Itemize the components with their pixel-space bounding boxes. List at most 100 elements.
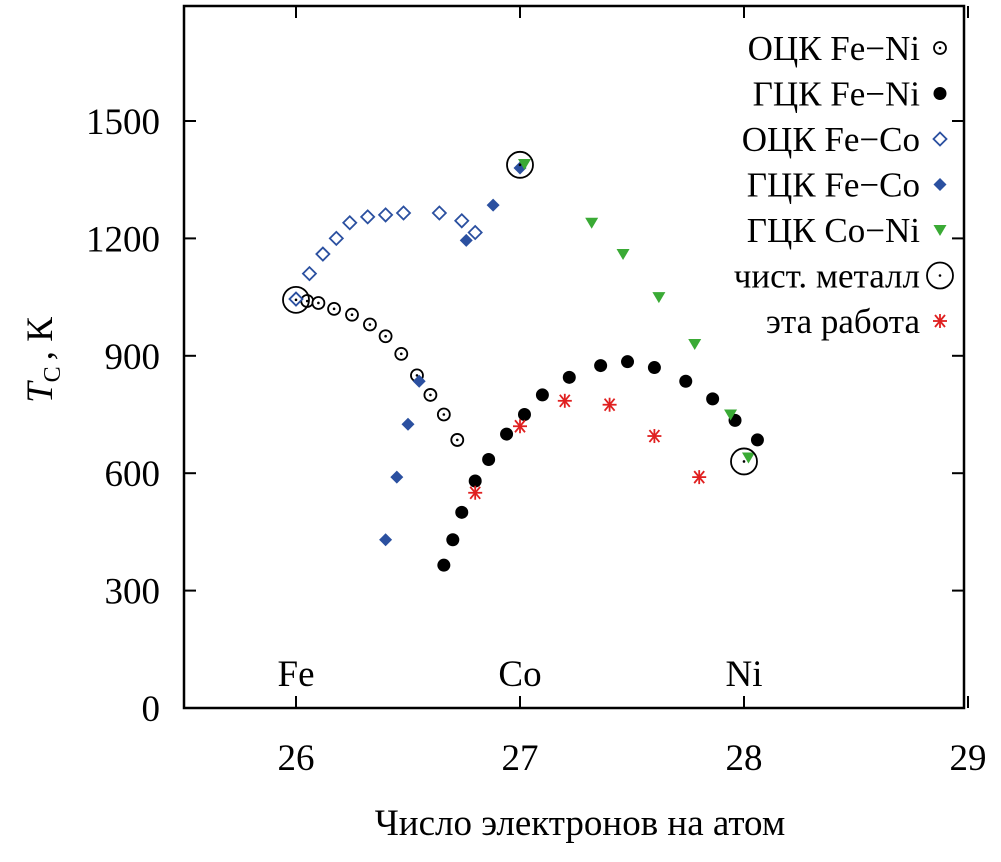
data-point: [301, 265, 318, 282]
data-point: [459, 233, 473, 247]
x-tick-label: 27: [502, 738, 539, 779]
data-point: [750, 433, 764, 447]
legend-label: ГЦК Fe−Ni: [753, 75, 921, 114]
y-axis-title-subscript: C: [40, 366, 66, 382]
element-label: Ni: [726, 654, 763, 695]
data-point: [345, 307, 359, 322]
data-point: [431, 205, 448, 221]
data-point: [562, 370, 576, 384]
element-labels: Fe Co Ni: [278, 654, 763, 695]
element-label: Fe: [278, 654, 315, 695]
data-point: [363, 317, 377, 332]
data-point: [647, 361, 661, 375]
legend-marker: [933, 314, 947, 328]
data-point: [327, 301, 341, 316]
data-point: [692, 470, 707, 485]
y-axis-title: TC , К: [20, 317, 66, 403]
series-4: [517, 159, 755, 464]
series-3: [379, 161, 527, 547]
legend-marker: [926, 261, 954, 290]
data-point: [594, 359, 608, 373]
data-point: [616, 249, 630, 261]
svg-text:TC, К: TC , К: [20, 317, 66, 403]
y-tick-label: 1500: [86, 102, 160, 143]
data-point: [535, 388, 549, 402]
y-tick-label: 300: [105, 572, 161, 613]
legend-label: ОЦК Fe−Ni: [748, 29, 921, 68]
series-2: [288, 205, 483, 307]
y-tick-label: 600: [105, 454, 161, 495]
series-1: [437, 355, 764, 572]
data-point: [585, 217, 599, 229]
data-point: [395, 205, 412, 221]
data-point: [482, 453, 496, 467]
legend: ОЦК Fe−Ni ГЦК Fe−Ni ОЦК Fe−Co ГЦК Fe−Co ГЦК …: [734, 29, 954, 341]
data-point: [652, 292, 666, 304]
data-point: [359, 209, 376, 225]
data-point: [602, 397, 617, 412]
legend-marker: [932, 131, 948, 147]
y-tick-label: 0: [142, 689, 161, 730]
data-point: [401, 417, 415, 431]
legend-label: чист. металл: [734, 257, 920, 296]
data-point: [377, 207, 394, 223]
data-point: [379, 533, 393, 547]
plot-frame: [182, 4, 966, 710]
data-point: [455, 505, 469, 519]
data-point: [621, 355, 635, 369]
y-tick-label: 1200: [86, 219, 160, 260]
data-point: [647, 429, 662, 444]
data-point: [311, 296, 326, 310]
data-point: [741, 452, 755, 464]
data-point: [468, 485, 483, 500]
data-point: [506, 150, 534, 179]
x-tick-label: 29: [950, 738, 987, 779]
series-5: [282, 150, 758, 476]
legend-label: ГЦК Fe−Co: [747, 166, 920, 205]
data-points: [282, 150, 764, 572]
data-point: [412, 374, 426, 388]
data-point: [500, 427, 514, 441]
data-point: [468, 474, 482, 488]
data-point: [679, 374, 693, 388]
series-6: [468, 393, 707, 500]
data-point: [513, 419, 527, 434]
data-point: [446, 533, 460, 547]
data-point: [486, 198, 500, 212]
x-tick-label: 28: [726, 738, 763, 779]
data-point: [315, 246, 331, 262]
data-point: [706, 392, 720, 406]
data-point: [390, 470, 404, 484]
data-point: [282, 285, 310, 314]
data-point: [378, 329, 393, 344]
data-point: [467, 224, 483, 241]
legend-marker: [933, 87, 947, 100]
data-point: [517, 159, 531, 171]
data-point: [557, 393, 572, 408]
data-point: [394, 346, 409, 361]
legend-label: ГЦК Co−Ni: [747, 211, 920, 250]
legend-marker: [933, 178, 947, 191]
legend-label: эта работа: [766, 302, 921, 341]
y-tick-label: 900: [105, 337, 161, 378]
element-label: Co: [498, 654, 541, 695]
axis-ticks: 26 27 28 29 0 300 600 900 1200 1500: [86, 6, 987, 779]
data-point: [453, 213, 470, 229]
data-point: [436, 407, 451, 422]
data-point: [450, 433, 465, 447]
legend-label: ОЦК Fe−Co: [742, 120, 920, 159]
y-axis-title-unit: , К: [20, 317, 61, 361]
x-tick-label: 26: [278, 738, 315, 779]
legend-marker: [933, 41, 947, 55]
y-axis-title-symbol: T: [20, 380, 61, 403]
data-point: [423, 388, 438, 402]
data-point: [437, 558, 451, 572]
data-point: [328, 230, 345, 247]
data-point: [724, 409, 738, 421]
x-axis-title: Число электронов на атом: [375, 803, 786, 844]
data-point: [688, 339, 702, 351]
legend-marker: [933, 225, 947, 236]
data-point: [341, 214, 358, 231]
data-point: [730, 447, 758, 476]
